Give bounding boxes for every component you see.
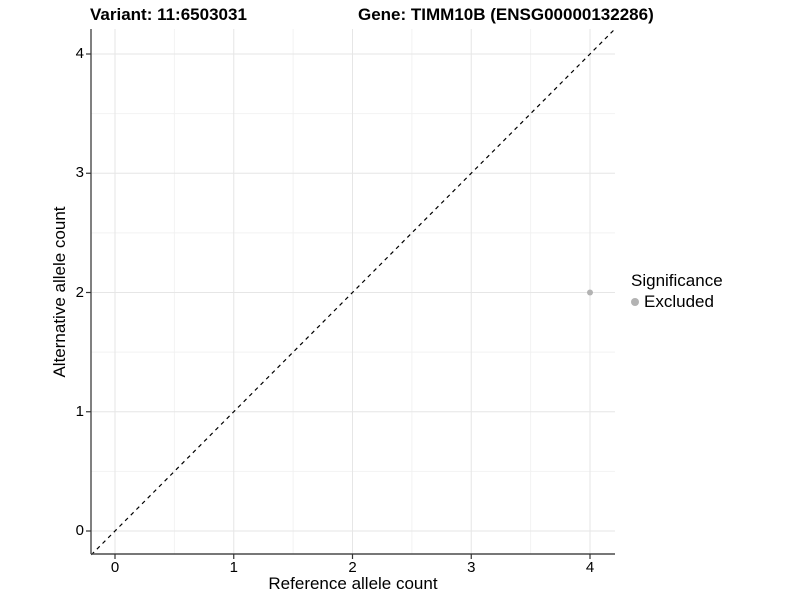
x-tick-label: 1 [229, 559, 238, 576]
legend-entry: Excluded [631, 292, 723, 312]
x-axis-title: Reference allele count [268, 574, 438, 593]
data-point [587, 289, 593, 296]
y-tick-label: 2 [75, 283, 84, 301]
variant-title: Variant: 11:6503031 [90, 5, 247, 24]
legend-title: Significance [631, 271, 723, 290]
x-tick-label: 3 [467, 559, 476, 576]
y-tick-label: 4 [75, 45, 84, 62]
x-tick-label: 4 [585, 559, 595, 576]
y-tick-label: 3 [75, 164, 84, 182]
x-tick-label: 2 [348, 559, 357, 576]
gene-title: Gene: TIMM10B (ENSG00000132286) [358, 5, 654, 24]
x-tick-label: 0 [110, 559, 120, 576]
identity-reference-line [90, 29, 615, 556]
legend-entry-label: Excluded [644, 292, 714, 311]
y-axis-title: Alternative allele count [50, 206, 69, 378]
legend: Significance Excluded [631, 271, 723, 312]
legend-key-dot-icon [631, 298, 639, 306]
y-tick-label: 0 [75, 522, 84, 539]
legend-entries: Excluded [631, 292, 723, 312]
y-tick-label: 1 [75, 402, 84, 420]
